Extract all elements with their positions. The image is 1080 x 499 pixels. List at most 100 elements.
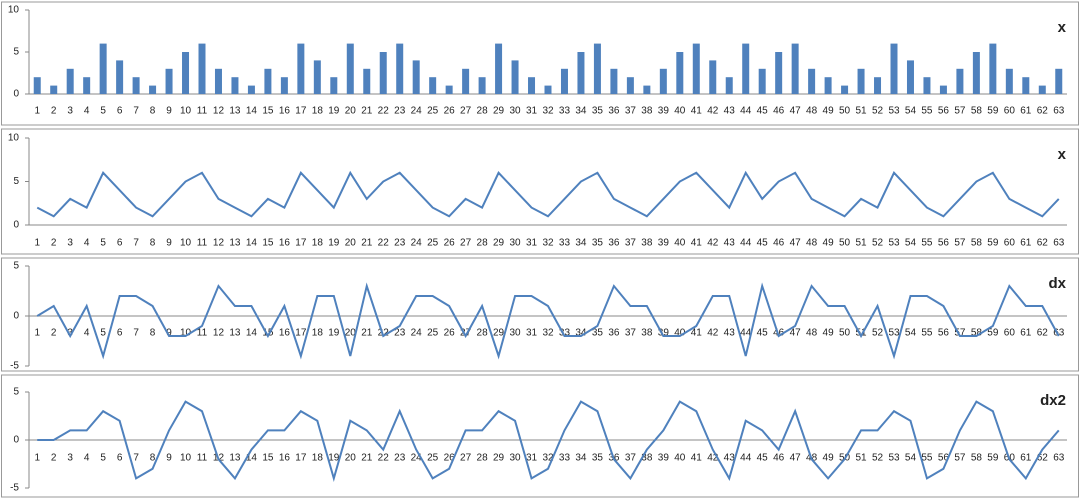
x-tick-label: 29	[493, 106, 505, 117]
bar	[643, 85, 651, 94]
x-tick-label: 16	[279, 453, 291, 464]
x-tick-label: 30	[509, 453, 521, 464]
x-tick-label: 8	[150, 453, 156, 464]
x-tick-label: 33	[559, 106, 571, 117]
x-tick-label: 59	[987, 328, 999, 339]
y-tick-label: 0	[13, 89, 19, 100]
x-tick-label: 9	[166, 328, 172, 339]
x-tick-label: 9	[166, 238, 172, 249]
x-tick-label: 32	[542, 106, 554, 117]
x-tick-label: 19	[328, 238, 340, 249]
bar	[511, 60, 519, 94]
bar	[478, 77, 486, 94]
x-tick-label: 6	[117, 328, 123, 339]
chart-title: x	[1058, 19, 1067, 36]
x-tick-label: 9	[166, 106, 172, 117]
panel-border	[1, 257, 1079, 372]
y-tick-label: 0	[13, 220, 19, 231]
bar	[841, 85, 849, 94]
x-tick-label: 22	[378, 238, 390, 249]
x-tick-label: 36	[608, 106, 620, 117]
bar	[149, 85, 157, 94]
y-tick-label: -5	[10, 483, 19, 494]
x-tick-label: 1	[34, 453, 40, 464]
x-tick-label: 35	[592, 238, 604, 249]
x-tick-label: 28	[477, 328, 489, 339]
x-tick-label: 43	[724, 453, 736, 464]
x-tick-label: 31	[526, 328, 538, 339]
x-tick-label: 44	[740, 106, 752, 117]
x-tick-label: 31	[526, 453, 538, 464]
bar	[857, 68, 865, 94]
x-tick-label: 38	[641, 328, 653, 339]
y-tick-label: -5	[10, 361, 19, 372]
x-tick-label: 25	[427, 453, 439, 464]
x-tick-label: 55	[921, 106, 933, 117]
x-tick-label: 41	[691, 106, 703, 117]
x-tick-label: 58	[971, 328, 983, 339]
x-tick-label: 46	[773, 453, 785, 464]
chart-title: x	[1058, 146, 1067, 163]
x-tick-label: 17	[295, 453, 307, 464]
x-tick-label: 62	[1037, 453, 1049, 464]
x-tick-label: 29	[493, 238, 505, 249]
bar	[692, 43, 700, 94]
x-tick-label: 18	[312, 453, 324, 464]
bar	[906, 60, 914, 94]
y-tick-label: 5	[13, 261, 19, 272]
bar	[280, 77, 288, 94]
x-tick-label: 52	[872, 453, 884, 464]
x-tick-label: 62	[1037, 106, 1049, 117]
x-tick-label: 63	[1053, 238, 1065, 249]
x-tick-label: 54	[905, 453, 917, 464]
x-tick-label: 56	[938, 238, 950, 249]
x-tick-label: 22	[378, 106, 390, 117]
x-tick-label: 20	[345, 106, 357, 117]
x-tick-label: 13	[229, 106, 241, 117]
x-tick-label: 60	[1004, 328, 1016, 339]
x-tick-label: 5	[100, 328, 106, 339]
x-tick-label: 45	[757, 453, 769, 464]
x-tick-label: 18	[312, 238, 324, 249]
x-tick-label: 23	[394, 453, 406, 464]
x-tick-label: 37	[625, 106, 637, 117]
x-tick-label: 40	[674, 453, 686, 464]
x-tick-label: 6	[117, 453, 123, 464]
x-tick-label: 58	[971, 106, 983, 117]
x-tick-label: 44	[740, 453, 752, 464]
x-tick-label: 32	[542, 238, 554, 249]
x-tick-label: 40	[674, 328, 686, 339]
x-tick-label: 61	[1020, 238, 1032, 249]
x-tick-label: 21	[361, 328, 373, 339]
x-tick-label: 60	[1004, 238, 1016, 249]
x-tick-label: 27	[460, 453, 472, 464]
x-tick-label: 41	[691, 328, 703, 339]
x-tick-label: 54	[905, 106, 917, 117]
x-tick-label: 4	[84, 106, 90, 117]
x-tick-label: 23	[394, 238, 406, 249]
x-tick-label: 43	[724, 106, 736, 117]
x-tick-label: 42	[707, 328, 719, 339]
x-tick-label: 56	[938, 453, 950, 464]
x-tick-label: 12	[213, 238, 225, 249]
x-tick-label: 49	[823, 328, 835, 339]
bar	[264, 68, 272, 94]
x-tick-label: 10	[180, 238, 192, 249]
x-tick-label: 46	[773, 328, 785, 339]
bar	[83, 77, 91, 94]
x-tick-label: 32	[542, 328, 554, 339]
x-tick-label: 11	[197, 453, 208, 464]
x-tick-label: 22	[378, 453, 390, 464]
x-tick-label: 42	[707, 106, 719, 117]
x-tick-label: 24	[411, 106, 423, 117]
x-tick-label: 43	[724, 238, 736, 249]
bar	[1005, 68, 1013, 94]
x-tick-label: 46	[773, 238, 785, 249]
x-tick-label: 48	[806, 106, 818, 117]
x-tick-label: 39	[658, 238, 670, 249]
x-tick-label: 60	[1004, 106, 1016, 117]
bar	[1055, 68, 1063, 94]
chart-title: dx2	[1040, 392, 1066, 409]
x-tick-label: 11	[197, 328, 208, 339]
x-tick-label: 7	[133, 453, 139, 464]
